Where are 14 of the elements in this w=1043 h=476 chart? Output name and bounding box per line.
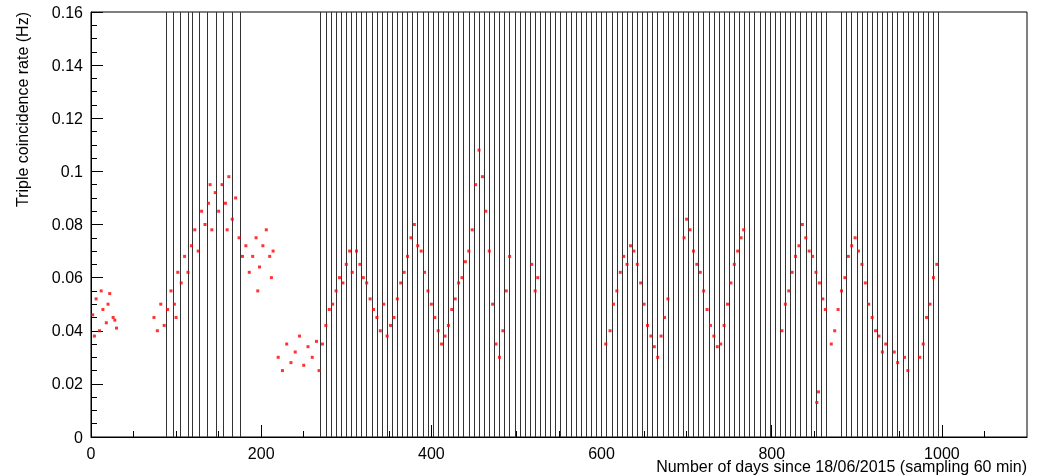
y-tick-label: 0.14 [51,56,84,74]
y-tick-label: 0.06 [51,269,84,287]
x-tick-label: 600 [588,444,615,462]
x-tick-label: 400 [418,444,445,462]
y-tick-label: 0 [74,428,84,446]
y-tick-label: 0.16 [51,3,84,21]
y-tick-label: 0.08 [51,216,84,233]
y-tick-label: 0.04 [51,322,84,340]
y-tick-label: 0.12 [51,109,84,127]
y-tick-label: 0.02 [51,375,84,393]
x-tick-label: 0 [86,444,96,462]
x-tick-label: 200 [247,444,275,462]
y-axis-title: Triple coincidence rate (Hz) [13,12,31,208]
y-tick-label: 0.1 [60,162,84,180]
